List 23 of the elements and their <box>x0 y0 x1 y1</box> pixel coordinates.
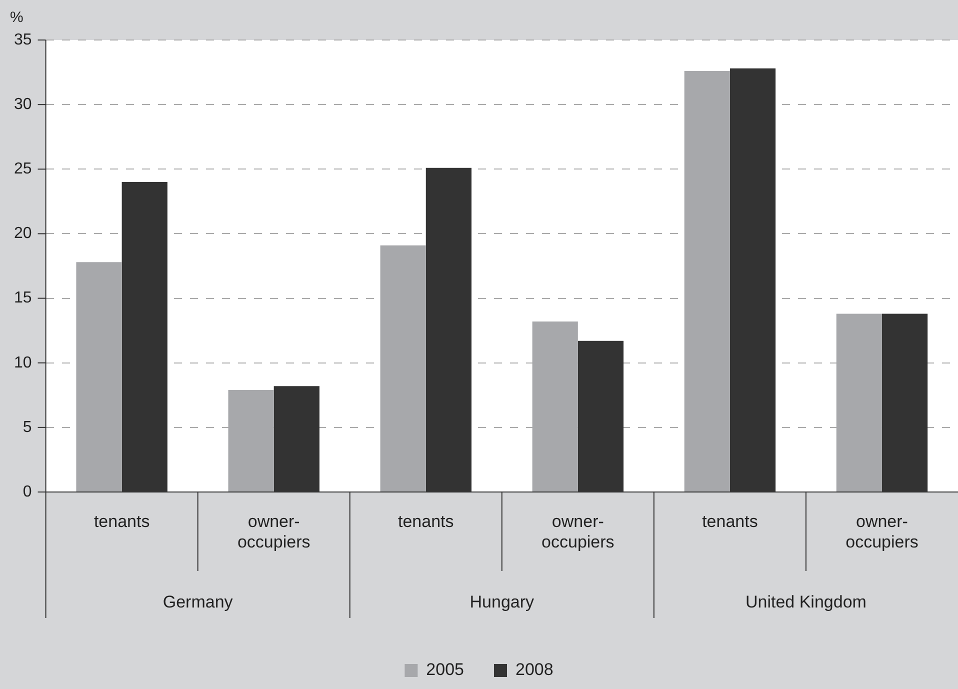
y-tick-label: 0 <box>22 483 32 500</box>
text: United Kingdom <box>745 592 866 612</box>
y-axis-title: % <box>10 9 24 26</box>
x-tick-label: owner-occupiers <box>237 512 310 552</box>
x-tick-label: owner-occupiers <box>846 512 918 552</box>
x-tick-label: tenants <box>702 512 758 531</box>
y-tick-label: 20 <box>14 225 32 242</box>
x-tick-label: tenants <box>94 512 150 531</box>
x-tick-label: owner-occupiers <box>542 512 614 552</box>
text: Hungary <box>470 592 535 612</box>
bar <box>76 262 122 492</box>
y-tick-label: 30 <box>14 96 32 113</box>
legend-label: 2005 <box>426 660 464 680</box>
y-tick-label: 15 <box>14 290 32 307</box>
y-tick-label: 5 <box>22 418 32 436</box>
bar <box>380 245 426 492</box>
y-tick-label: 25 <box>14 160 32 178</box>
legend-label: 2008 <box>516 660 554 680</box>
y-tick-label: 10 <box>14 354 32 372</box>
x-tick-label: tenants <box>398 512 454 531</box>
bar <box>684 70 730 492</box>
y-tick-label: 35 <box>14 31 32 48</box>
text: Germany <box>162 592 234 612</box>
